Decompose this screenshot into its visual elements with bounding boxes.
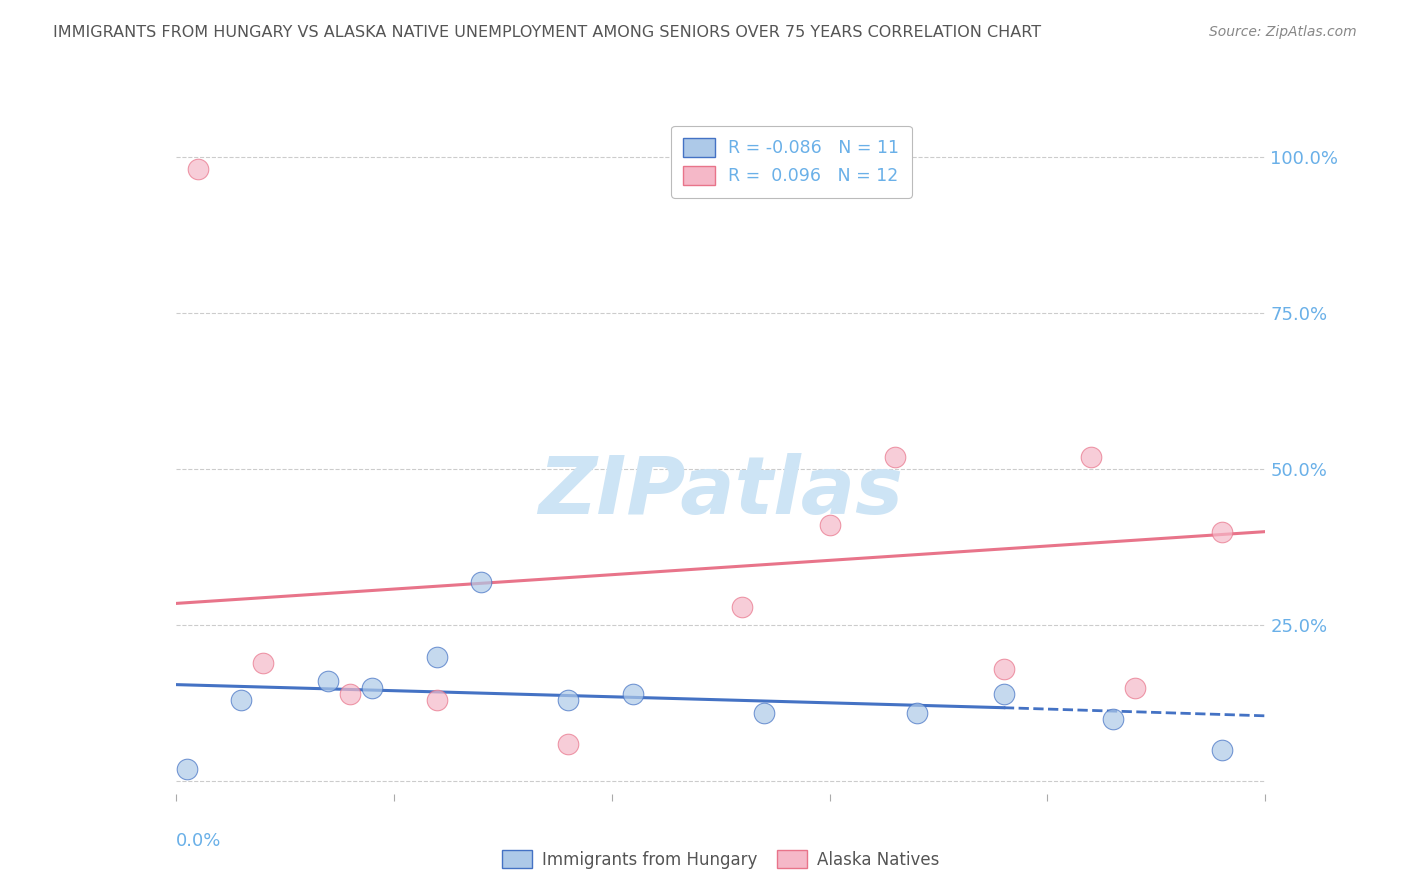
Point xyxy=(557,737,579,751)
Point xyxy=(252,656,274,670)
Point xyxy=(884,450,907,464)
Point xyxy=(905,706,928,720)
Legend: Immigrants from Hungary, Alaska Natives: Immigrants from Hungary, Alaska Natives xyxy=(495,844,946,875)
Text: ZIPatlas: ZIPatlas xyxy=(538,452,903,531)
Point xyxy=(1080,450,1102,464)
Point xyxy=(231,693,253,707)
Point xyxy=(318,674,340,689)
Point xyxy=(731,599,754,614)
Point xyxy=(339,687,361,701)
Point xyxy=(1102,712,1125,726)
Point xyxy=(186,162,209,177)
Point xyxy=(426,649,449,664)
Point xyxy=(993,662,1015,676)
Point xyxy=(176,762,198,776)
Point xyxy=(1211,524,1233,539)
Point xyxy=(1123,681,1146,695)
Text: Source: ZipAtlas.com: Source: ZipAtlas.com xyxy=(1209,25,1357,39)
Point xyxy=(426,693,449,707)
Point xyxy=(1211,743,1233,757)
Point xyxy=(754,706,776,720)
Text: 0.0%: 0.0% xyxy=(176,831,221,850)
Point xyxy=(470,574,492,589)
Point xyxy=(360,681,382,695)
Point xyxy=(621,687,644,701)
Point xyxy=(557,693,579,707)
Point xyxy=(818,518,841,533)
Text: IMMIGRANTS FROM HUNGARY VS ALASKA NATIVE UNEMPLOYMENT AMONG SENIORS OVER 75 YEAR: IMMIGRANTS FROM HUNGARY VS ALASKA NATIVE… xyxy=(53,25,1042,40)
Point xyxy=(993,687,1015,701)
